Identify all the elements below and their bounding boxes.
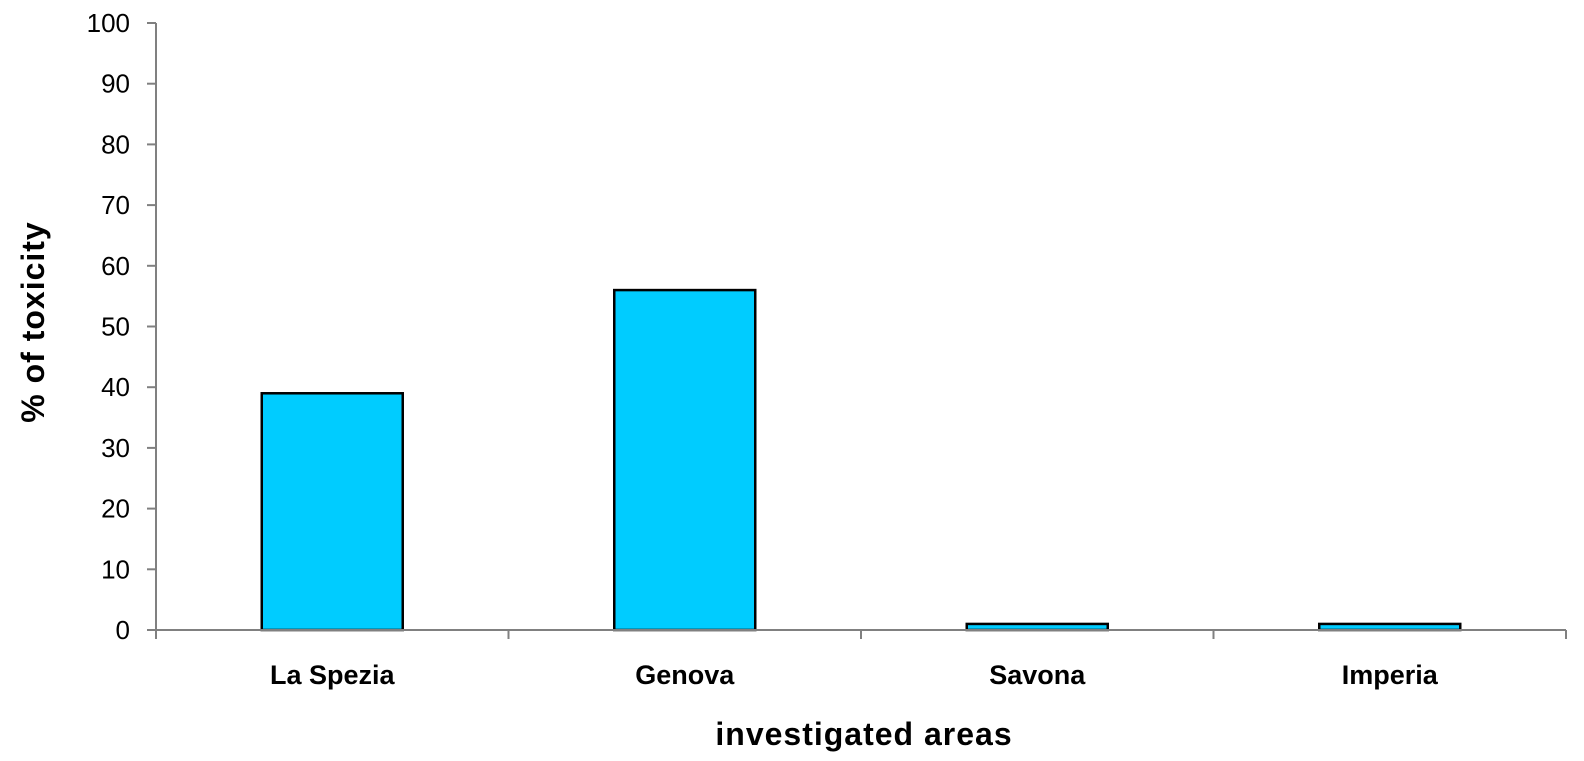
x-category-label: Genova bbox=[635, 660, 735, 690]
y-axis-title: % of toxicity bbox=[15, 221, 51, 422]
y-tick-label: 30 bbox=[101, 433, 130, 463]
y-tick-label: 100 bbox=[87, 8, 130, 38]
x-category-label: Savona bbox=[989, 660, 1086, 690]
bar-genova bbox=[613, 288, 757, 632]
y-tick-label: 0 bbox=[116, 615, 130, 645]
x-axis-category-labels: La Spezia Genova Savona Imperia bbox=[270, 660, 1439, 690]
y-tick-label: 80 bbox=[101, 129, 130, 159]
bars bbox=[260, 288, 1462, 632]
y-tick-label: 20 bbox=[101, 494, 130, 524]
y-tick-label: 60 bbox=[101, 251, 130, 281]
x-category-label: La Spezia bbox=[270, 660, 396, 690]
y-tick-label: 90 bbox=[101, 69, 130, 99]
y-tick-label: 50 bbox=[101, 312, 130, 342]
y-axis-ticks: 0 10 20 30 40 50 60 70 80 90 100 bbox=[87, 8, 156, 645]
x-axis-title: investigated areas bbox=[715, 716, 1012, 752]
x-axis-ticks bbox=[155, 630, 1567, 639]
y-tick-label: 10 bbox=[101, 554, 130, 584]
x-category-label: Imperia bbox=[1342, 660, 1439, 690]
y-tick-label: 70 bbox=[101, 190, 130, 220]
y-tick-label: 40 bbox=[101, 372, 130, 402]
bar-la-spezia bbox=[260, 392, 404, 632]
